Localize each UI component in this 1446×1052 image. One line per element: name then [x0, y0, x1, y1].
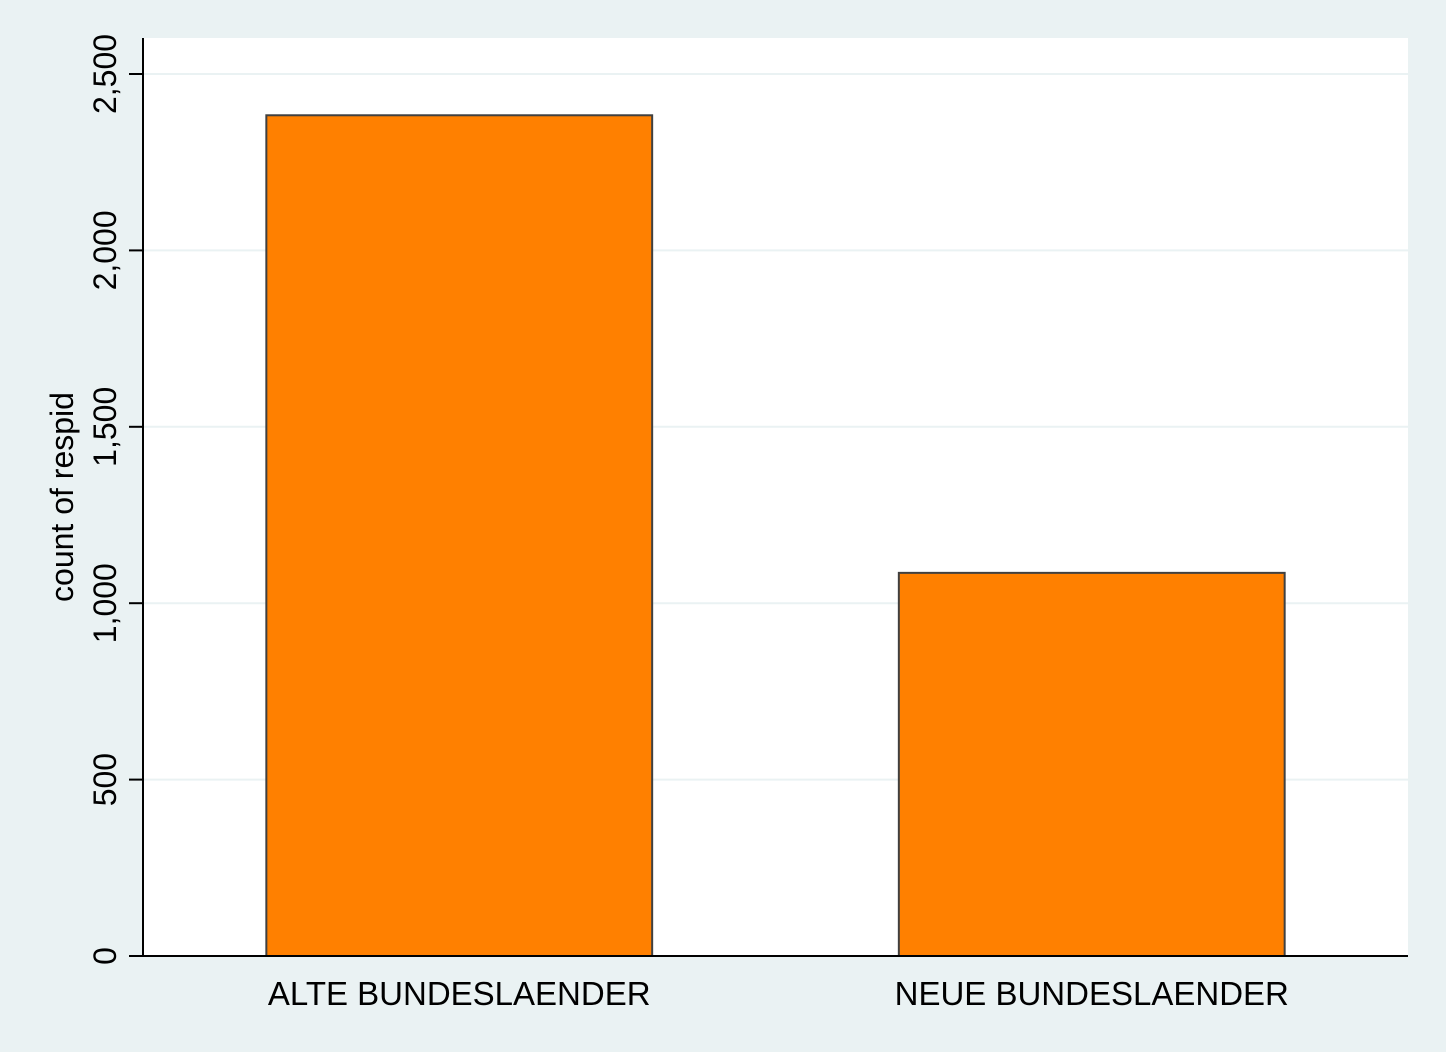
- y-tick-label: 2,500: [87, 34, 123, 114]
- bar: [897, 571, 1286, 957]
- y-axis-title: count of respid: [44, 392, 80, 602]
- y-tick-label: 500: [87, 753, 123, 806]
- y-tick-label: 2,000: [87, 210, 123, 290]
- y-tick-label: 1,500: [87, 387, 123, 467]
- bars: [265, 114, 1286, 958]
- y-tick-label: 0: [87, 947, 123, 965]
- y-axis-ticks: 0 500 1,000 1,500 2,000 2,500: [87, 34, 143, 965]
- x-category-label: ALTE BUNDESLAENDER: [268, 975, 651, 1012]
- x-category-label: NEUE BUNDESLAENDER: [895, 975, 1289, 1012]
- y-tick-label: 1,000: [87, 563, 123, 643]
- x-axis-labels: ALTE BUNDESLAENDER NEUE BUNDESLAENDER: [268, 975, 1289, 1012]
- bar: [265, 114, 654, 958]
